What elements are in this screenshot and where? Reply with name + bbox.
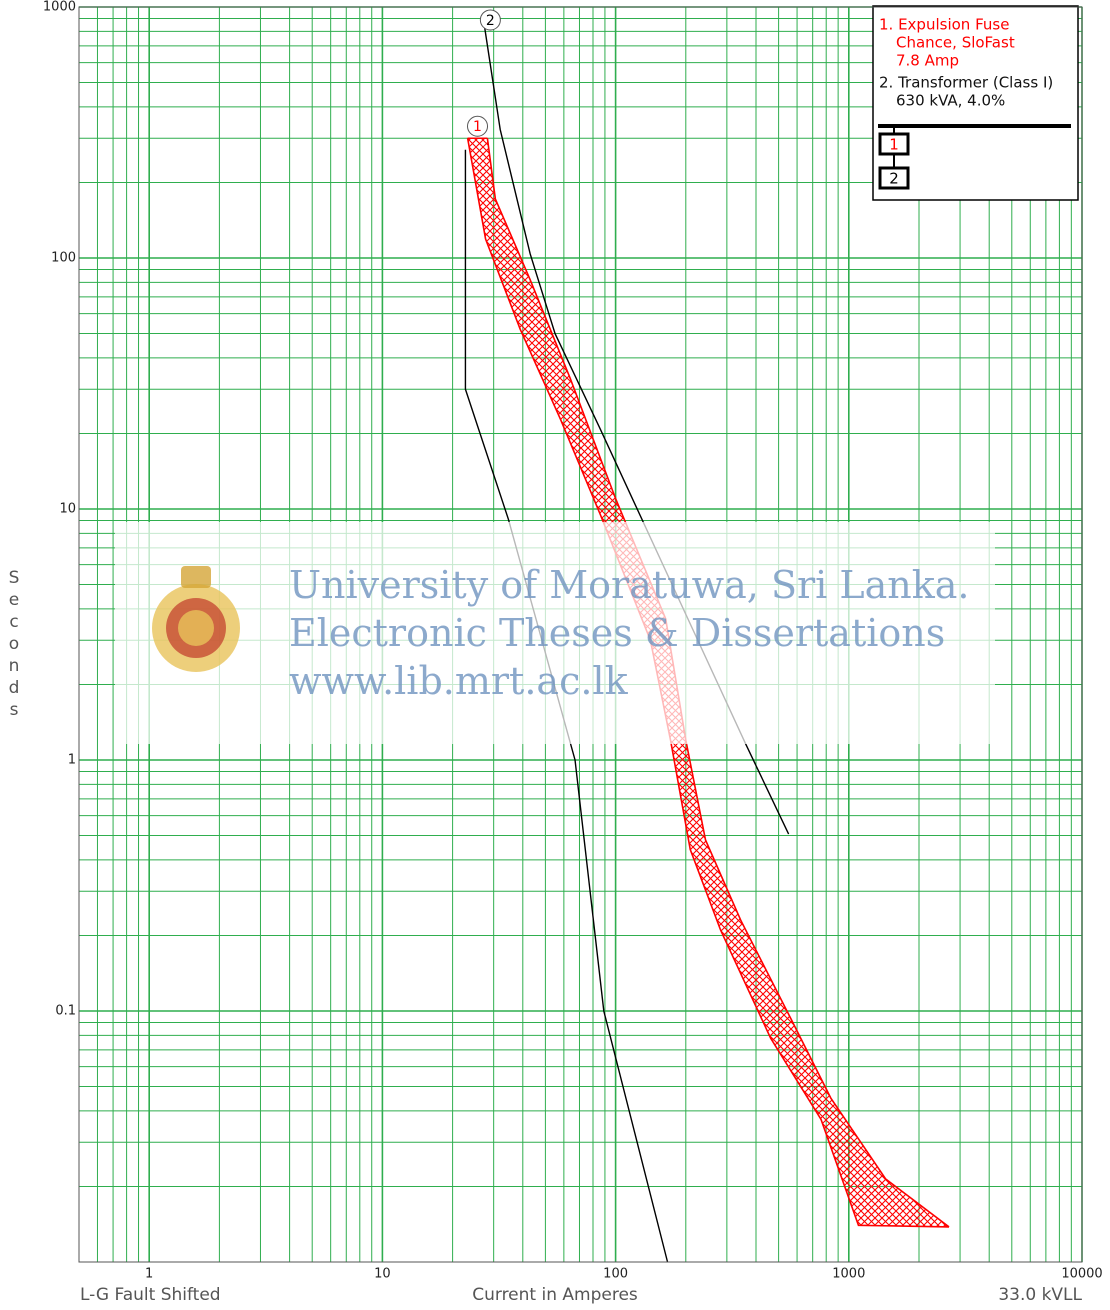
watermark-band	[115, 522, 995, 744]
curve-label: 1	[473, 119, 482, 135]
curve-label: 2	[486, 13, 495, 29]
y-tick-label: 0.1	[55, 1004, 76, 1019]
x-note: 33.0 kVLL	[998, 1285, 1082, 1305]
device-box	[878, 166, 910, 190]
y-tick-label: 100	[51, 251, 76, 266]
watermark-text: University of Moratuwa, Sri Lanka.	[289, 563, 970, 607]
x-tick-label: 1	[145, 1267, 153, 1282]
x-tick-label: 10000	[1061, 1267, 1102, 1282]
device-label: 2	[889, 170, 899, 188]
legend-text: 1. Expulsion Fuse	[879, 16, 1009, 34]
plot-frame	[78, 6, 1083, 1263]
watermark-text: Electronic Theses & Dissertations	[289, 611, 945, 655]
legend-text: 7.8 Amp	[896, 52, 959, 70]
y-tick-label: 1000	[43, 0, 76, 15]
legend-text: 2. Transformer (Class I)	[879, 74, 1053, 92]
watermark-text: www.lib.mrt.ac.lk	[289, 659, 629, 703]
x-note: L-G Fault Shifted	[80, 1285, 221, 1305]
y-tick-label: 10	[59, 502, 76, 517]
y-axis-label: Seconds	[4, 568, 24, 722]
curve-label-circle	[467, 115, 489, 137]
y-tick-label: 1	[68, 753, 76, 768]
legend-text: 630 kVA, 4.0%	[896, 92, 1005, 110]
watermark: University of Moratuwa, Sri Lanka.Electr…	[115, 522, 995, 744]
x-tick-label: 100	[603, 1267, 628, 1282]
device-label: 1	[889, 136, 899, 154]
x-tick-label: 10	[374, 1267, 391, 1282]
curve-label-circle	[479, 9, 501, 31]
logo	[152, 566, 240, 672]
x-tick-label: 1000	[832, 1267, 865, 1282]
device-box	[878, 132, 910, 156]
x-axis-label: Current in Amperes	[472, 1285, 638, 1305]
legend-text: Chance, SloFast	[896, 34, 1015, 52]
